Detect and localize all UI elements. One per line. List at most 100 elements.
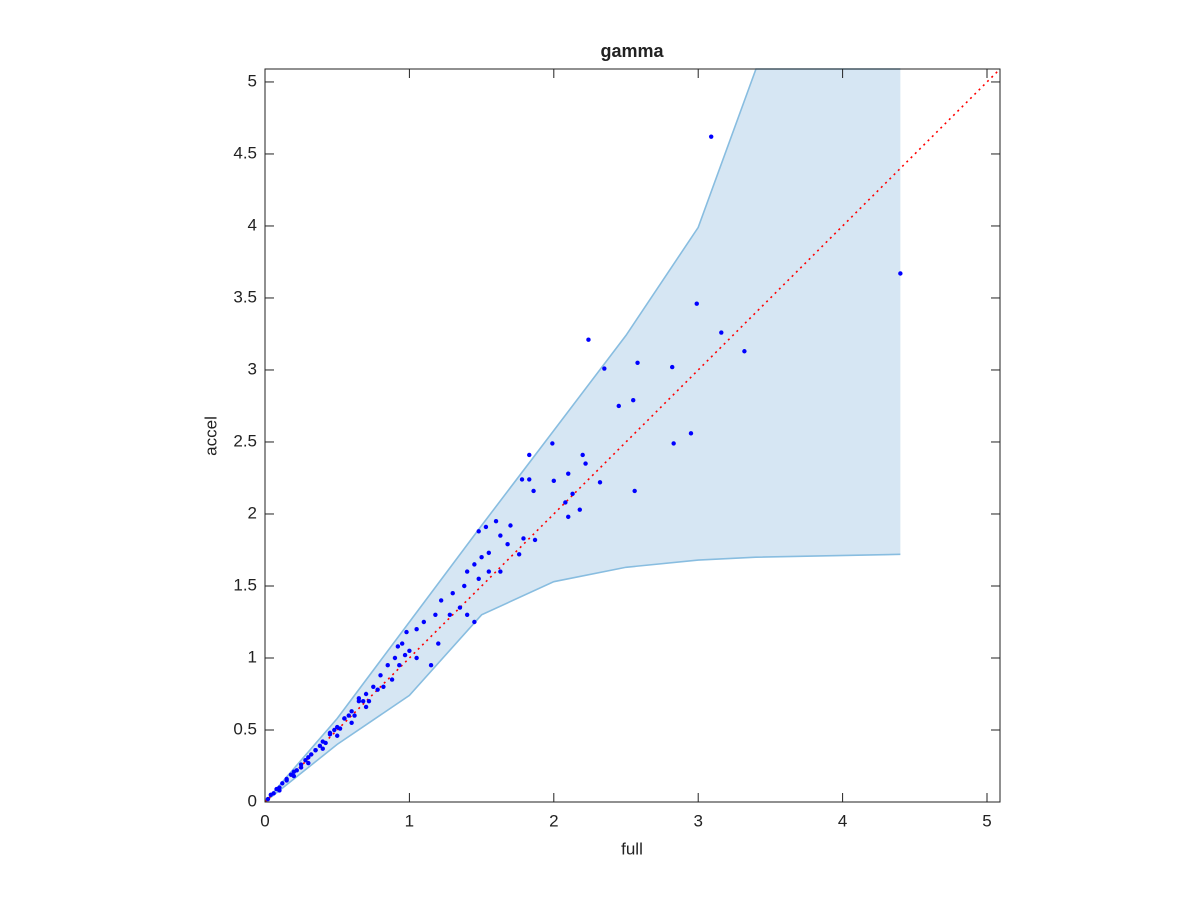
point: [335, 733, 340, 738]
point: [363, 691, 369, 697]
point: [414, 655, 419, 661]
point: [563, 500, 568, 505]
x-tick-label: 2: [549, 811, 558, 830]
y-tick-label: 1: [248, 647, 257, 666]
point: [566, 514, 571, 520]
point: [527, 452, 532, 458]
point: [436, 641, 441, 646]
y-tick-label: 4: [248, 215, 257, 234]
point: [381, 684, 386, 689]
point: [323, 740, 328, 746]
x-tick-label: 4: [838, 811, 847, 830]
point: [708, 134, 714, 139]
point: [479, 554, 484, 560]
point: [320, 746, 325, 751]
point: [360, 698, 366, 704]
point: [399, 641, 405, 646]
point: [265, 796, 271, 802]
x-tick-label: 5: [982, 811, 991, 830]
x-tick-label: 0: [260, 811, 269, 830]
point: [505, 542, 510, 547]
point: [631, 398, 636, 403]
point: [298, 765, 304, 770]
point: [271, 791, 276, 796]
x-tick-label: 1: [405, 811, 414, 830]
point: [464, 569, 470, 574]
point: [457, 605, 463, 610]
point: [317, 743, 323, 749]
point: [428, 662, 434, 668]
point: [407, 648, 412, 653]
point: [389, 677, 395, 682]
point: [550, 441, 555, 446]
point: [597, 480, 603, 485]
point: [349, 709, 354, 714]
point: [363, 704, 369, 710]
point: [476, 529, 481, 534]
point: [527, 477, 532, 482]
point: [447, 612, 453, 617]
point: [356, 696, 362, 701]
y-axis-label: accel: [201, 416, 220, 456]
point: [694, 301, 699, 306]
plot-frame: [264, 68, 1001, 803]
point: [566, 471, 571, 476]
point: [371, 684, 376, 689]
point: [583, 461, 588, 466]
y-tick-label: 3: [248, 359, 257, 378]
point: [462, 583, 467, 589]
y-tick-label: 2.5: [233, 431, 257, 450]
point: [306, 760, 311, 766]
point: [284, 776, 289, 782]
point: [332, 727, 337, 733]
point: [385, 662, 390, 668]
point: [570, 491, 575, 497]
point: [493, 518, 499, 524]
point: [483, 524, 489, 530]
point: [719, 330, 724, 335]
point: [395, 644, 401, 649]
point: [670, 364, 675, 370]
point: [577, 507, 582, 512]
point: [521, 536, 526, 541]
y-tick-label: 0.5: [233, 719, 257, 738]
point: [635, 360, 640, 365]
y-tick-label: 3.5: [233, 287, 257, 306]
point: [346, 713, 351, 718]
chart-title: gamma: [600, 41, 664, 61]
x-tick-label: 3: [693, 811, 702, 830]
point: [342, 716, 347, 721]
point: [898, 271, 903, 276]
point: [378, 673, 383, 678]
point: [309, 752, 314, 757]
point: [327, 730, 333, 736]
point: [616, 403, 621, 409]
point: [306, 755, 311, 760]
point: [532, 537, 538, 543]
point: [742, 349, 747, 354]
point: [551, 478, 557, 484]
point: [337, 726, 343, 731]
point: [580, 452, 585, 458]
point: [586, 337, 591, 342]
point: [414, 626, 419, 632]
point: [498, 569, 503, 574]
point: [294, 768, 299, 773]
point: [352, 713, 357, 718]
y-tick-label: 4.5: [233, 143, 257, 162]
point: [486, 550, 492, 556]
point: [671, 441, 676, 446]
y-tick-label: 1.5: [233, 575, 257, 594]
point: [472, 619, 477, 625]
point: [516, 552, 522, 557]
point: [313, 747, 318, 753]
y-tick-label: 5: [248, 71, 257, 90]
point: [366, 698, 372, 704]
point: [375, 687, 380, 692]
point: [498, 533, 503, 538]
y-tick-label: 0: [248, 791, 257, 810]
point: [632, 488, 637, 494]
point: [421, 619, 427, 625]
point: [404, 629, 409, 635]
